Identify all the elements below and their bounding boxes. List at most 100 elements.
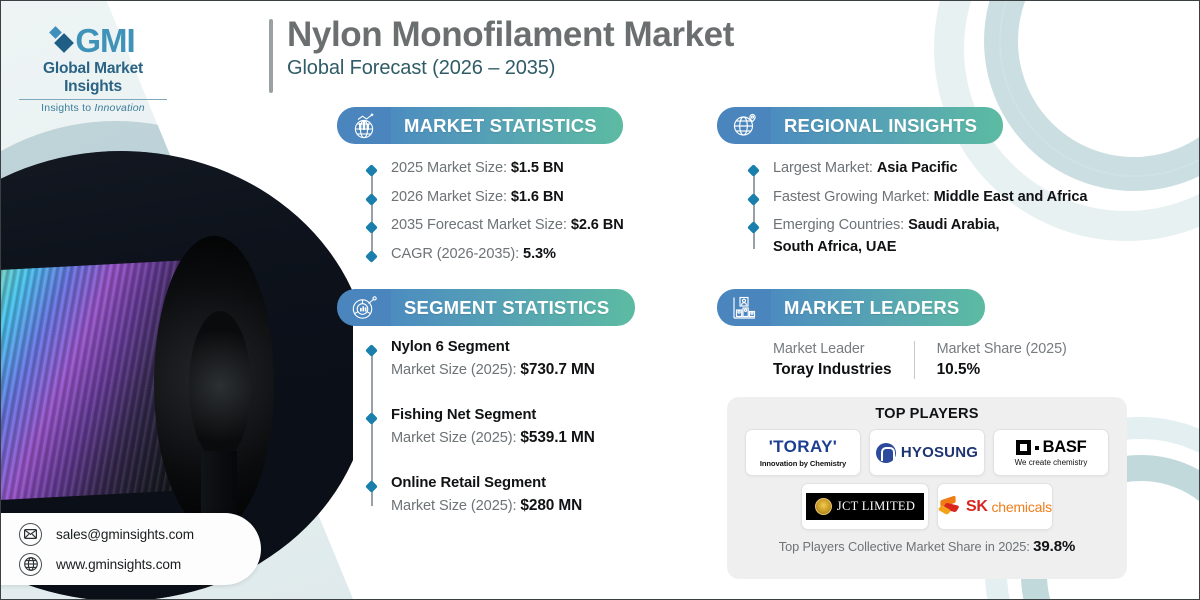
globe-icon xyxy=(19,552,42,576)
logo-card-hyosung[interactable]: HYOSUNG xyxy=(869,429,985,476)
section-label-market-leaders: MARKET LEADERS xyxy=(770,289,986,326)
item-key: Largest Market: xyxy=(773,160,877,176)
item-value: Saudi Arabia, xyxy=(908,217,1000,234)
regional-insights-list: Largest Market: Asia Pacific Fastest Gro… xyxy=(747,159,1169,258)
bullet-marker-icon xyxy=(747,164,760,177)
list-item: 2035 Forecast Market Size: $2.6 BN xyxy=(365,216,667,236)
top-players-logo-row-1: 'TORAY' Innovation by Chemistry HYOSUNG … xyxy=(745,429,1109,476)
hyosung-wordmark: HYOSUNG xyxy=(900,444,979,461)
title-accent-bar xyxy=(269,19,273,93)
section-header-regional-insights: REGIONAL INSIGHTS xyxy=(717,107,1004,144)
logo-company-name: Global Market Insights xyxy=(43,60,143,95)
section-label-regional-insights: REGIONAL INSIGHTS xyxy=(770,107,1004,144)
segment-value: $539.1 MN xyxy=(520,429,595,446)
segment-detail: Market Size (2025): $280 MN xyxy=(391,497,667,515)
segment-title: Nylon 6 Segment xyxy=(391,339,510,355)
list-item: Nylon 6 Segment Market Size (2025): $730… xyxy=(365,339,667,379)
sk-wordmark: SK xyxy=(966,497,988,515)
list-item-text: Emerging Countries: Saudi Arabia, xyxy=(773,216,1169,236)
segment-detail: Market Size (2025): $730.7 MN xyxy=(391,361,667,379)
list-spine xyxy=(370,167,373,256)
segment-value: $730.7 MN xyxy=(520,361,595,378)
toray-wordmark: 'TORAY' xyxy=(768,437,838,456)
list-item-text: CAGR (2026-2035): 5.3% xyxy=(391,245,667,265)
top-players-title: TOP PLAYERS xyxy=(875,406,979,422)
item-value: $1.5 BN xyxy=(510,160,564,176)
top-players-logo-row-2: JCT LIMITED SK chemicals xyxy=(801,483,1053,530)
item-value-line2: South Africa, UAE xyxy=(773,239,897,256)
company-logo: GMI Global Market Insights Insights to I… xyxy=(13,23,173,114)
market-statistics-list: 2025 Market Size: $1.5 BN 2026 Market Si… xyxy=(365,159,667,265)
segment-key: Market Size (2025): xyxy=(391,498,521,514)
page-title-block: Nylon Monofilament Market Global Forecas… xyxy=(269,15,734,93)
basf-square-icon xyxy=(1015,440,1031,455)
bullet-marker-icon xyxy=(747,221,760,235)
list-spine xyxy=(370,347,373,506)
toray-tagline: Innovation by Chemistry xyxy=(759,459,847,468)
segment-statistics-list: Nylon 6 Segment Market Size (2025): $730… xyxy=(365,339,667,515)
list-item: Fishing Net Segment Market Size (2025): … xyxy=(365,407,667,447)
logo-card-jct-limited[interactable]: JCT LIMITED xyxy=(801,483,929,530)
top-players-collective-share: Top Players Collective Market Share in 2… xyxy=(778,538,1076,555)
list-item: CAGR (2026-2035): 5.3% xyxy=(365,245,667,265)
market-leader-details: Market Leader Toray Industries Market Sh… xyxy=(773,341,1089,379)
item-key: CAGR (2026-2035): xyxy=(391,246,524,263)
contact-website: www.gminsights.com xyxy=(56,556,182,572)
segment-title: Online Retail Segment xyxy=(391,475,546,491)
contact-email: sales@gminsights.com xyxy=(56,526,194,542)
segment-key: Market Size (2025): xyxy=(391,430,521,446)
logo-card-toray[interactable]: 'TORAY' Innovation by Chemistry xyxy=(745,429,861,476)
bullet-marker-icon xyxy=(365,344,378,357)
page-title: Nylon Monofilament Market xyxy=(287,15,734,54)
contact-website-row[interactable]: www.gminsights.com xyxy=(19,552,261,576)
section-label-market-statistics: MARKET STATISTICS xyxy=(390,107,623,144)
logo-tagline: Insights to Innovation xyxy=(13,102,173,114)
bullet-marker-icon xyxy=(747,192,760,206)
list-item-text: 2026 Market Size: $1.6 BN xyxy=(391,188,667,208)
spool-hub xyxy=(189,311,251,461)
list-item: Emerging Countries: Saudi Arabia, South … xyxy=(747,216,1169,257)
list-item: Online Retail Segment Market Size (2025)… xyxy=(365,475,667,515)
list-item: Fastest Growing Market: Middle East and … xyxy=(747,188,1169,208)
item-key: Fastest Growing Market: xyxy=(773,188,934,205)
top-players-panel: TOP PLAYERS 'TORAY' Innovation by Chemis… xyxy=(727,397,1127,579)
segment-detail: Market Size (2025): $539.1 MN xyxy=(391,429,667,447)
sk-flame-icon xyxy=(937,494,962,516)
logo-tagline-prefix: Insights to xyxy=(41,102,95,114)
contact-card: sales@gminsights.com www.gminsights.com xyxy=(1,513,261,585)
podium-leaders-icon xyxy=(717,289,771,326)
segment-value: $280 MN xyxy=(520,497,583,514)
item-value: 5.3% xyxy=(523,246,556,263)
bullet-marker-icon xyxy=(365,164,378,177)
basf-logo-row: BASF xyxy=(1015,438,1087,457)
section-header-market-leaders: MARKET LEADERS xyxy=(717,289,986,326)
pie-chart-analytics-icon xyxy=(337,289,391,326)
collective-share-value: 39.8% xyxy=(1033,538,1076,555)
bullet-marker-icon xyxy=(365,480,378,493)
list-item-text: 2025 Market Size: $1.5 BN xyxy=(391,159,667,179)
segment-key: Market Size (2025): xyxy=(391,362,521,378)
list-item-text: Largest Market: Asia Pacific xyxy=(773,159,1169,179)
contact-email-row[interactable]: sales@gminsights.com xyxy=(19,522,261,546)
collective-share-label: Top Players Collective Market Share in 2… xyxy=(778,539,1034,554)
section-header-market-statistics: MARKET STATISTICS xyxy=(337,107,623,144)
list-item: 2026 Market Size: $1.6 BN xyxy=(365,188,667,208)
sk-subword: chemicals xyxy=(991,498,1052,515)
logo-card-sk-chemicals[interactable]: SK chemicals xyxy=(937,483,1053,530)
logo-card-basf[interactable]: BASF We create chemistry xyxy=(993,429,1109,476)
market-share-label: Market Share (2025) xyxy=(936,341,1067,357)
list-spine xyxy=(752,167,755,249)
bullet-marker-icon xyxy=(365,192,378,206)
market-share-value: 10.5% xyxy=(936,361,981,378)
basf-tagline: We create chemistry xyxy=(1014,458,1088,467)
item-key: 2026 Market Size: xyxy=(391,188,511,205)
bullet-marker-icon xyxy=(365,221,378,235)
jct-band: JCT LIMITED xyxy=(806,493,924,520)
list-item: 2025 Market Size: $1.5 BN xyxy=(365,159,667,179)
market-leader-label: Market Leader xyxy=(773,341,865,357)
market-leader-value: Toray Industries xyxy=(773,361,892,378)
jct-crest-icon xyxy=(814,498,832,515)
item-key: 2035 Forecast Market Size: xyxy=(391,217,571,234)
logo-tagline-emphasis: Innovation xyxy=(94,102,145,114)
logo-mark-row: GMI xyxy=(13,23,173,57)
